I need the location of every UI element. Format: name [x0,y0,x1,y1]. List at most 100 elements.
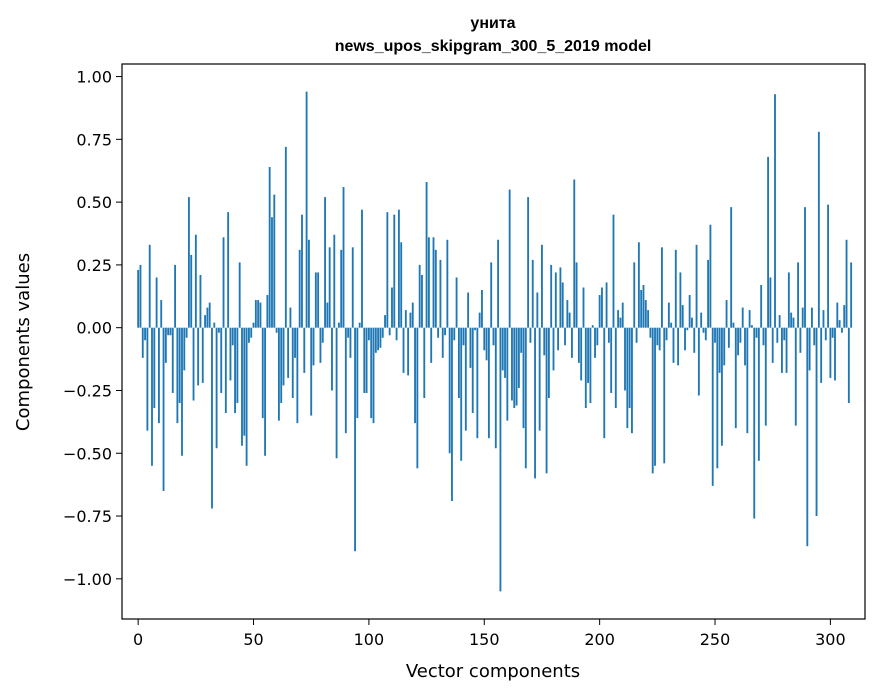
bar [799,327,802,353]
bar [557,327,560,351]
bar [748,310,751,328]
x-tick-label: 250 [700,630,731,649]
bar [850,262,853,328]
bar [243,327,246,436]
bar [691,317,693,328]
bar [670,322,673,328]
bar [686,327,689,331]
bar [633,262,636,328]
bar [307,239,310,328]
bar [451,327,453,501]
bar [757,327,760,461]
y-tick-label: 0.50 [76,193,112,212]
bar [531,259,534,328]
bar [656,327,659,346]
bar [506,327,509,421]
bar [515,327,518,406]
bar [847,327,850,404]
bar [527,197,530,328]
bar [487,327,490,439]
bar [564,327,566,346]
bar [208,302,211,328]
bar [423,327,426,399]
bar [661,247,663,328]
bar [785,327,788,373]
bar [707,259,710,328]
bar [624,327,626,391]
bar [665,327,668,341]
bar [601,287,603,328]
bar [333,234,336,328]
bar [236,327,239,404]
bar [640,290,643,328]
x-axis-label: Vector components [406,661,580,682]
x-tick-label: 200 [584,630,615,649]
bar [319,327,322,363]
bar [741,307,744,328]
bar [827,204,830,328]
bar [296,327,299,424]
bar [483,327,486,351]
chart-title-line2: news_upos_skipgram_300_5_2019 model [335,38,652,55]
bar [354,327,356,552]
bar [289,307,292,328]
bar [287,327,290,378]
y-tick-label: 1.00 [76,68,112,87]
bar [176,327,179,424]
bar [381,327,384,338]
bar [337,322,340,328]
bar [377,327,380,351]
bar [324,197,326,328]
bar [164,327,167,363]
bar [746,327,749,434]
bar [411,302,414,328]
bar [617,310,620,328]
y-tick-label: −1.00 [63,570,112,589]
bar [379,327,382,348]
bar [568,312,571,328]
bar [573,179,576,328]
bar [504,327,506,378]
bar [328,247,331,328]
bar [529,327,532,343]
y-axis-label: Components values [13,253,34,431]
bar [460,327,463,461]
bar [137,269,140,328]
x-tick-label: 50 [243,630,263,649]
bar [238,262,241,328]
bar [469,327,472,368]
bar [545,327,548,474]
bar [409,312,412,328]
bar [841,327,843,333]
bar [753,327,756,519]
bar [139,264,142,328]
bar [474,327,476,331]
bar [160,300,163,328]
bar [815,327,818,517]
bar [654,327,656,466]
bar [635,327,638,343]
bar [700,312,703,328]
bar [649,327,652,338]
bar [481,290,483,328]
bar [790,312,793,328]
bar [291,327,294,399]
bar [647,310,650,328]
bar [727,327,730,348]
bar [704,327,707,341]
bar [187,197,190,328]
bar [547,327,550,399]
bar [275,327,278,333]
bar [637,242,640,328]
bar [192,327,195,401]
bar [732,322,735,328]
bar [808,327,811,371]
bar [312,327,315,366]
bar [439,259,442,328]
bar [838,320,841,328]
bar [538,327,541,431]
bar [794,327,797,426]
bar [444,327,446,336]
bar [241,327,243,446]
bar [305,91,308,328]
